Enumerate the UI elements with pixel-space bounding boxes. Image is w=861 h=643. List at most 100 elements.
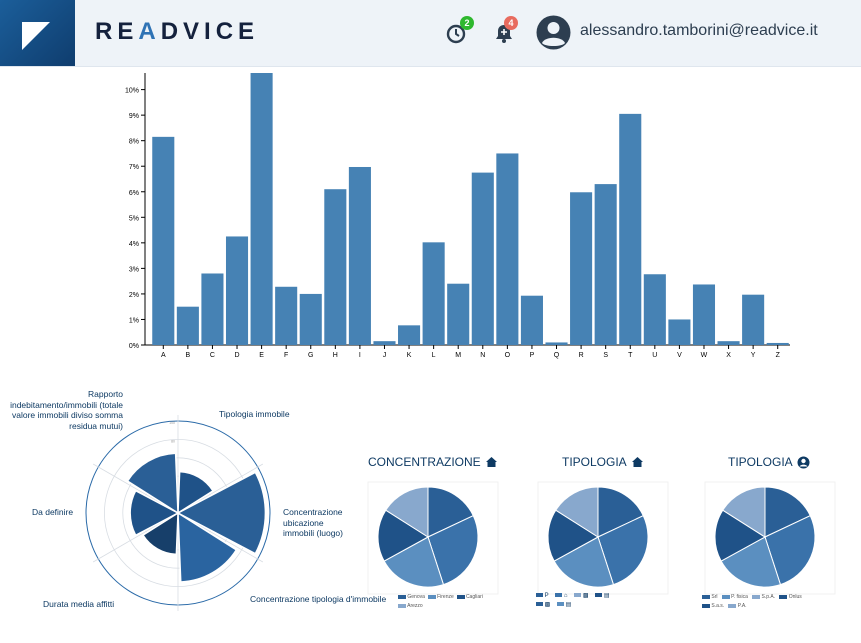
x-tick-label: Q (554, 352, 560, 359)
radar-wedge-2[interactable] (176, 471, 267, 555)
bar-F[interactable] (275, 286, 298, 345)
x-tick-label: L (432, 352, 436, 359)
bar-X[interactable] (717, 341, 740, 345)
legend-item-house[interactable]: ⌂ (555, 593, 568, 599)
pie-slice[interactable] (722, 486, 766, 538)
logo-arrow-icon (22, 22, 50, 50)
legend-item[interactable]: Srl (702, 594, 718, 600)
y-tick-label: 1% (129, 317, 139, 324)
legend-item[interactable]: Onlus (779, 594, 802, 600)
radar-wedge-1[interactable] (177, 470, 215, 515)
bar-G[interactable] (299, 293, 322, 345)
pie-slice[interactable] (385, 486, 429, 538)
bar-M[interactable] (447, 283, 470, 345)
legend-item[interactable]: P.A. (728, 603, 747, 609)
x-tick-label: B (186, 352, 191, 359)
bar-B[interactable] (176, 306, 199, 345)
notifications-badge: 4 (504, 16, 518, 30)
user-avatar-icon[interactable] (536, 15, 571, 50)
top-header: READVICE 2 4 alessandro.tamborini@readvi… (0, 0, 861, 67)
app-logo[interactable] (0, 0, 75, 66)
x-tick-label: S (603, 352, 608, 359)
pie2-legend: P ⌂ ▩ ▤ ▩ ▤ (536, 592, 656, 610)
x-tick-label: H (333, 352, 338, 359)
radar-wedge-4[interactable] (141, 511, 179, 556)
y-tick-label: 3% (129, 266, 139, 273)
bar-D[interactable] (225, 236, 249, 345)
pie-slice[interactable] (764, 515, 816, 586)
notifications-button[interactable]: 4 (492, 16, 518, 45)
radar-wedge-3[interactable] (177, 511, 238, 583)
clock-button[interactable]: 2 (445, 16, 474, 45)
legend-item[interactable]: S.p.A. (752, 594, 775, 600)
radar-wedge-6[interactable] (126, 452, 179, 515)
bar-T[interactable] (619, 113, 642, 345)
house-icon (631, 457, 643, 467)
radar-ring-label: 80 (171, 439, 175, 443)
legend-item[interactable]: Genova (398, 594, 425, 600)
legend-item[interactable]: Firenze (427, 594, 454, 600)
user-circle-icon (797, 456, 810, 468)
bar-S[interactable] (594, 184, 617, 345)
pie-title-text: TIPOLOGIA (728, 455, 793, 469)
legend-item[interactable]: P. fisica (721, 594, 748, 600)
bar-W[interactable] (692, 284, 716, 345)
pie-slice[interactable] (720, 536, 782, 588)
pie-slice[interactable] (764, 486, 811, 538)
x-tick-label: X (726, 352, 731, 359)
pie-slice[interactable] (555, 486, 599, 538)
y-tick-label: 5% (129, 215, 139, 222)
bar-O[interactable] (496, 153, 519, 345)
pie-slice[interactable] (383, 536, 445, 588)
legend-item[interactable]: Cagliari (456, 594, 483, 600)
bar-A[interactable] (152, 136, 175, 345)
radar-ring-label: 100 (169, 421, 175, 425)
radar-label-concentrazione-ubicazione: Concentrazione ubicazione immobili (luog… (283, 507, 343, 538)
pie-slice[interactable] (377, 509, 429, 562)
bar-K[interactable] (398, 325, 421, 345)
x-tick-label: C (210, 352, 215, 359)
pie-slice[interactable] (547, 509, 599, 562)
x-axis: A B C D E F G H I J K L M N O P Q R S T U V W X Y Z (161, 345, 781, 359)
bar-V[interactable] (668, 319, 691, 345)
legend-item[interactable]: Arezzo (398, 603, 423, 609)
pie-slice[interactable] (714, 509, 766, 562)
x-tick-label: V (677, 352, 682, 359)
y-tick-label: 7% (129, 164, 139, 171)
clock-icon (446, 24, 466, 44)
legend-item-shop[interactable]: ▤ (557, 602, 571, 608)
x-tick-label: G (308, 352, 313, 359)
bar-R[interactable] (570, 192, 593, 345)
bar-N[interactable] (471, 172, 494, 345)
bar-I[interactable] (348, 166, 371, 345)
bar-H[interactable] (324, 189, 347, 345)
bar-L[interactable] (422, 242, 445, 345)
y-tick-label: 2% (129, 292, 139, 299)
pie-slice[interactable] (427, 486, 474, 538)
bar-J[interactable] (373, 341, 396, 345)
letters-bar-chart: 0% 1% 2% 3% 4% 5% 6% 7% 8% 9% 10% A B C D E F G H I J K L M N O P… (125, 73, 790, 359)
bar-Q[interactable] (545, 342, 568, 345)
legend-item-parking[interactable]: P (536, 593, 549, 599)
bar-U[interactable] (643, 274, 666, 345)
radar-wedge-5[interactable] (129, 489, 180, 537)
user-email[interactable]: alessandro.tamborini@readvice.it (580, 22, 818, 39)
x-tick-label: R (579, 352, 584, 359)
pie-slice[interactable] (597, 515, 649, 586)
bar-C[interactable] (201, 273, 224, 345)
x-tick-label: F (284, 352, 288, 359)
legend-item-file[interactable]: ▩ (574, 593, 589, 599)
pie-slice[interactable] (553, 536, 615, 588)
legend-item-store[interactable]: ▤ (595, 593, 610, 599)
x-tick-label: M (455, 352, 461, 359)
legend-item[interactable]: S.a.s. (702, 603, 724, 609)
legend-item-doc[interactable]: ▩ (536, 602, 550, 608)
bar-Z[interactable] (766, 342, 789, 345)
radar-label-indebitamento: Rapporto indebitamento/immobili (totale … (10, 389, 123, 431)
pie-slice[interactable] (597, 486, 644, 538)
pie-slice[interactable] (427, 515, 479, 586)
bar-P[interactable] (520, 295, 543, 345)
pie-title-tipologia-immobili: TIPOLOGIA (562, 455, 644, 469)
bar-Y[interactable] (742, 294, 765, 345)
bar-E[interactable] (250, 73, 273, 345)
